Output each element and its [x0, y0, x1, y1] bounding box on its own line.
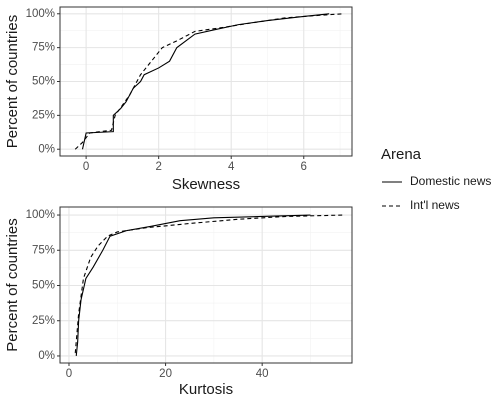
x-tick-label: 0	[83, 161, 89, 173]
x-axis-title: Skewness	[172, 176, 240, 193]
x-tick-label: 6	[301, 161, 307, 173]
ecdf-line	[75, 214, 311, 357]
ecdf-line	[74, 214, 345, 354]
x-tick-label: 2	[155, 161, 161, 173]
y-tick-label: 100%	[26, 8, 55, 20]
plot-border	[59, 206, 353, 364]
y-tick-label: 25%	[32, 315, 55, 327]
x-tick-label: 0	[66, 368, 72, 380]
x-tick-label: 40	[256, 368, 269, 380]
x-axis-title: Kurtosis	[179, 381, 233, 398]
y-tick-label: 0%	[38, 143, 55, 155]
legend-label: Int'l news	[410, 198, 460, 212]
y-tick-label: 25%	[32, 109, 55, 121]
legend-label: Domestic news	[410, 174, 491, 188]
y-axis-title: Percent of countries	[4, 15, 21, 148]
y-tick-label: 50%	[32, 76, 55, 88]
x-tick-label: 20	[159, 368, 172, 380]
y-tick-label: 0%	[38, 350, 55, 362]
y-tick-label: 75%	[32, 244, 55, 256]
y-tick-label: 75%	[32, 42, 55, 54]
x-tick-label: 4	[228, 161, 235, 173]
plot-border	[59, 6, 353, 157]
ecdf-line	[74, 13, 344, 150]
y-tick-label: 100%	[26, 209, 55, 221]
y-axis-title: Percent of countries	[4, 218, 21, 351]
legend-title: Arena	[381, 146, 422, 163]
y-tick-label: 50%	[32, 280, 55, 292]
